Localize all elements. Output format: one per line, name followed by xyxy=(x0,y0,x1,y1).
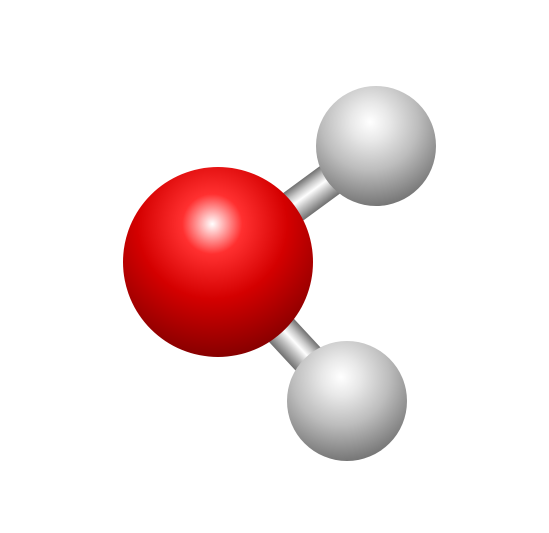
atom-oxygen xyxy=(123,167,313,357)
atom-hydrogen xyxy=(287,341,407,461)
molecule-stage xyxy=(0,0,549,533)
atom-hydrogen xyxy=(316,86,436,206)
